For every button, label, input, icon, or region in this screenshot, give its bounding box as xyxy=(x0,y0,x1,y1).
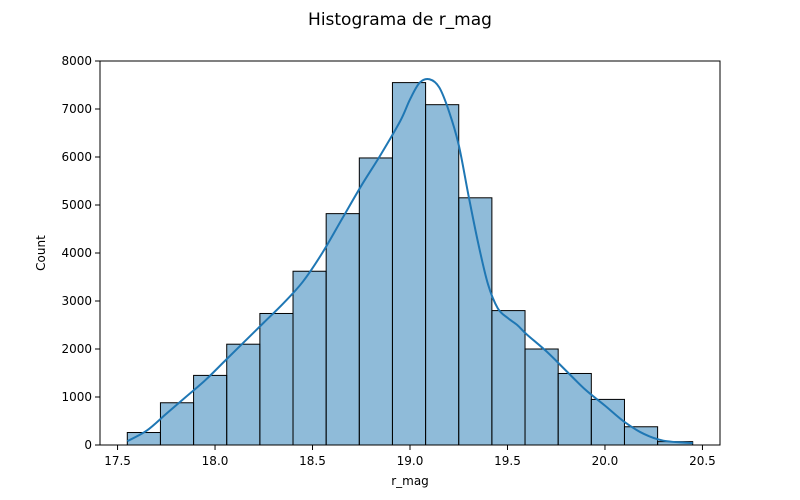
y-axis-label: Count xyxy=(34,235,48,271)
histogram-bar xyxy=(557,372,592,446)
histogram-bar xyxy=(590,398,625,446)
y-tick-label: 1000 xyxy=(61,390,92,404)
histogram-bar xyxy=(425,104,460,446)
x-axis-label: r_mag xyxy=(391,474,429,488)
histogram-bar xyxy=(358,157,393,446)
x-axis: 17.5 18.0 18.5 19.0 19.5 20.0 20.5 xyxy=(104,445,716,468)
x-tick-label: 18.0 xyxy=(202,454,229,468)
kde-layer xyxy=(126,77,693,445)
y-tick-label: 8000 xyxy=(61,54,92,68)
x-tick-label: 17.5 xyxy=(104,454,131,468)
y-axis: 0 1000 2000 3000 4000 5000 6000 7000 8000 xyxy=(61,54,100,452)
histogram-bar xyxy=(325,213,360,446)
x-tick-label: 20.0 xyxy=(592,454,619,468)
x-tick-label: 20.5 xyxy=(689,454,716,468)
bars-layer xyxy=(126,82,694,446)
histogram-bar xyxy=(259,312,294,446)
chart-title: Histograma de r_mag xyxy=(308,10,492,30)
histogram-bar xyxy=(623,426,659,446)
y-tick-label: 3000 xyxy=(61,294,92,308)
histogram-bar xyxy=(226,343,261,446)
x-tick-label: 18.5 xyxy=(299,454,326,468)
histogram-bar xyxy=(524,348,559,446)
histogram-bar xyxy=(159,402,195,446)
x-tick-label: 19.5 xyxy=(494,454,521,468)
histogram-bar xyxy=(391,82,427,446)
y-tick-label: 2000 xyxy=(61,342,92,356)
y-tick-label: 0 xyxy=(84,438,92,452)
y-tick-label: 7000 xyxy=(61,102,92,116)
y-tick-label: 4000 xyxy=(61,246,92,260)
y-tick-label: 5000 xyxy=(61,198,92,212)
histogram-bar xyxy=(458,197,493,446)
histogram-bar xyxy=(292,270,327,446)
y-tick-label: 6000 xyxy=(61,150,92,164)
kde-curve xyxy=(126,77,693,445)
histogram-bar xyxy=(491,310,526,446)
x-tick-label: 19.0 xyxy=(397,454,424,468)
